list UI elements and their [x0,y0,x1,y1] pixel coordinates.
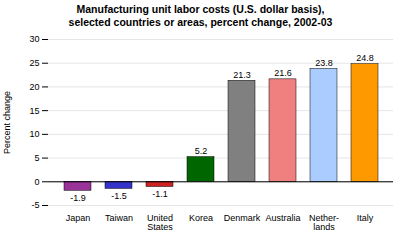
svg-text:Korea: Korea [189,213,213,223]
svg-text:20: 20 [29,82,39,92]
svg-text:Nether-lands: Nether-lands [309,213,339,232]
svg-text:-1.5: -1.5 [111,191,127,201]
svg-text:25: 25 [29,58,39,68]
svg-text:Taiwan: Taiwan [105,213,133,223]
svg-text:24.8: 24.8 [356,53,374,63]
html-text:Manufacturing unit labor costs: Manufacturing unit labor costs (U.S. dol… [68,3,333,29]
svg-text:21.3: 21.3 [233,70,251,80]
svg-text:15: 15 [29,106,39,116]
svg-text:10: 10 [29,129,39,139]
svg-text:-5: -5 [31,201,39,211]
svg-text:Percent change: Percent change [2,91,12,154]
svg-text:Japan: Japan [66,213,91,223]
svg-text:UnitedStates: UnitedStates [147,213,173,232]
svg-text:21.6: 21.6 [274,68,292,78]
svg-text:5.2: 5.2 [195,146,208,156]
svg-text:23.8: 23.8 [315,58,333,68]
svg-text:30: 30 [29,35,39,45]
svg-text:Italy: Italy [357,213,374,223]
svg-text:0: 0 [34,177,39,187]
svg-text:-1.9: -1.9 [70,193,86,203]
svg-text:-1.1: -1.1 [152,189,168,199]
svg-text:Denmark: Denmark [224,213,261,223]
svg-text:Australia: Australia [265,213,300,223]
svg-text:5: 5 [34,153,39,163]
